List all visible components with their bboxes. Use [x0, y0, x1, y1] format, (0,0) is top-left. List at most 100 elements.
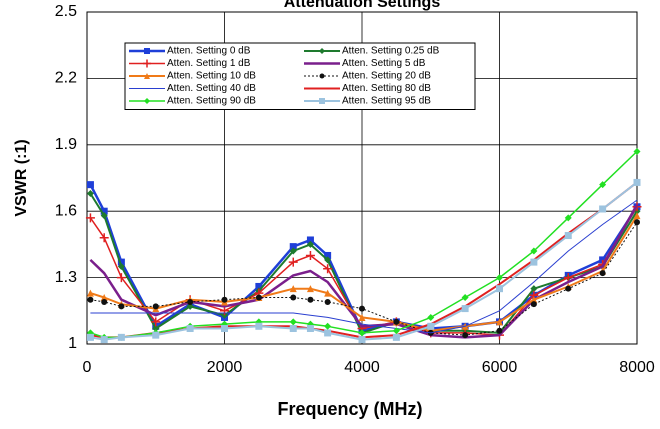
- y-tick-label: 1.3: [55, 269, 77, 286]
- legend-label: Atten. Setting 40 dB: [167, 83, 256, 94]
- marker: [255, 294, 262, 301]
- marker: [564, 232, 572, 240]
- marker: [187, 298, 194, 305]
- marker: [220, 306, 229, 316]
- y-tick-label: 2.5: [55, 3, 77, 20]
- marker: [306, 325, 314, 333]
- marker: [319, 73, 325, 79]
- marker: [86, 289, 94, 297]
- marker: [289, 285, 297, 293]
- marker: [599, 181, 607, 189]
- marker: [633, 178, 641, 186]
- legend-box: [124, 42, 476, 110]
- marker: [633, 212, 641, 220]
- marker: [564, 214, 572, 222]
- marker: [427, 322, 435, 330]
- marker: [324, 329, 332, 337]
- legend-label: Atten. Setting 5 dB: [342, 58, 426, 69]
- marker: [118, 303, 125, 310]
- series-line: [90, 199, 638, 334]
- marker: [496, 274, 503, 282]
- marker: [152, 331, 160, 339]
- marker: [324, 298, 331, 305]
- marker: [393, 318, 400, 325]
- marker: [530, 301, 537, 308]
- marker: [496, 327, 503, 334]
- legend-label: Atten. Setting 20 dB: [342, 71, 431, 82]
- y-axis-label: VSWR (:1): [13, 139, 30, 216]
- marker: [144, 98, 150, 104]
- marker: [221, 325, 228, 333]
- marker: [392, 327, 400, 335]
- marker: [100, 336, 108, 344]
- marker: [324, 289, 332, 297]
- marker: [143, 59, 151, 68]
- marker: [530, 296, 538, 304]
- marker: [289, 243, 297, 251]
- marker: [599, 205, 607, 213]
- marker: [307, 296, 314, 303]
- y-tick-label: 2.2: [55, 70, 77, 87]
- x-tick-label: 8000: [619, 359, 655, 376]
- marker: [358, 329, 366, 337]
- marker: [100, 294, 108, 302]
- marker: [427, 313, 435, 321]
- marker: [289, 247, 297, 255]
- marker: [100, 212, 108, 220]
- marker: [392, 333, 400, 341]
- marker: [359, 305, 365, 312]
- marker: [186, 325, 194, 333]
- marker: [87, 296, 94, 303]
- y-tick-label: 1.6: [55, 202, 77, 219]
- x-axis-label: Frequency (MHz): [277, 399, 422, 419]
- marker: [289, 325, 297, 333]
- marker: [117, 263, 125, 271]
- marker: [496, 318, 503, 326]
- legend-label: Atten. Setting 10 dB: [167, 71, 256, 82]
- marker: [462, 332, 469, 339]
- marker: [221, 296, 228, 303]
- marker: [255, 282, 263, 290]
- marker: [319, 48, 325, 54]
- marker: [563, 273, 573, 283]
- marker: [289, 318, 297, 326]
- x-tick-label: 6000: [482, 359, 518, 376]
- marker: [306, 236, 314, 244]
- marker: [86, 181, 94, 189]
- chart-title: Attenuation Settings: [284, 0, 441, 11]
- marker: [290, 294, 297, 301]
- marker: [324, 256, 332, 264]
- legend: Atten. Setting 0 dB Atten. Setting 0.25 d…: [124, 42, 476, 110]
- marker: [306, 285, 314, 293]
- marker: [530, 247, 538, 255]
- marker: [319, 98, 325, 104]
- marker: [144, 73, 150, 79]
- marker: [152, 325, 160, 333]
- legend-label: Atten. Setting 0.25 dB: [342, 46, 440, 57]
- marker: [86, 333, 94, 341]
- marker: [186, 302, 194, 310]
- marker: [288, 257, 298, 267]
- marker: [323, 264, 333, 274]
- legend-label: Atten. Setting 90 dB: [167, 96, 256, 107]
- legend-label: Atten. Setting 95 dB: [342, 96, 431, 107]
- marker: [144, 48, 150, 54]
- marker: [565, 285, 572, 292]
- marker: [599, 270, 606, 277]
- y-tick-label: 1: [68, 335, 77, 352]
- marker: [100, 207, 108, 215]
- marker: [151, 317, 161, 327]
- marker: [496, 285, 503, 293]
- x-tick-label: 0: [83, 359, 92, 376]
- x-tick-label: 4000: [344, 359, 380, 376]
- marker: [633, 147, 641, 155]
- marker: [461, 294, 469, 302]
- marker: [117, 333, 125, 341]
- marker: [85, 213, 95, 223]
- marker: [117, 258, 125, 266]
- legend-label: Atten. Setting 0 dB: [167, 46, 251, 57]
- marker: [530, 258, 538, 266]
- marker: [358, 313, 366, 321]
- marker: [324, 251, 332, 259]
